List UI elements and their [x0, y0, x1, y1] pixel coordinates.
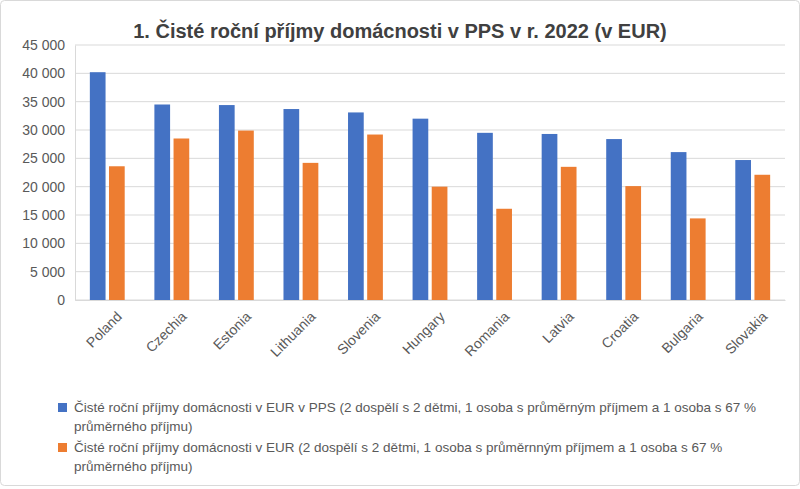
x-tick: Estonia — [210, 300, 254, 353]
x-tick-label: Latvia — [539, 308, 577, 346]
bar — [432, 187, 448, 300]
x-tick: Latvia — [539, 300, 577, 346]
bar — [413, 119, 429, 300]
bar — [671, 152, 687, 300]
bars — [90, 72, 770, 300]
x-tick-label: Poland — [83, 308, 125, 350]
x-tick: Lithuania — [267, 300, 319, 360]
y-tick-label: 35 000 — [22, 94, 65, 110]
bar — [238, 131, 254, 300]
x-tick: Poland — [83, 300, 125, 351]
bar — [606, 139, 622, 300]
bar — [625, 186, 641, 300]
grid-line — [75, 73, 785, 74]
chart-title: 1. Čisté roční příjmy domácnosti v PPS v… — [133, 19, 667, 42]
x-tick-label: Czechia — [142, 308, 189, 355]
x-tick: Czechia — [142, 300, 189, 355]
y-tick: 0 — [57, 292, 75, 308]
y-tick-label: 15 000 — [22, 207, 65, 223]
chart-frame — [1, 1, 800, 486]
x-tick: Slovenia — [334, 300, 383, 358]
grid-line — [75, 45, 785, 46]
bar — [348, 112, 364, 300]
bar — [219, 105, 235, 300]
y-tick: 30 000 — [22, 122, 75, 138]
bar — [90, 72, 106, 300]
y-tick: 10 000 — [22, 235, 75, 251]
x-tick-label: Hungary — [399, 308, 448, 357]
bar — [109, 166, 125, 300]
bar — [303, 163, 319, 300]
y-tick-label: 0 — [57, 292, 65, 308]
bar — [561, 167, 577, 300]
x-tick-label: Romania — [461, 308, 512, 359]
bar — [283, 109, 299, 300]
legend-item: Čisté roční příjmy domácnosti v EUR v PP… — [58, 398, 758, 436]
y-tick-label: 30 000 — [22, 122, 65, 138]
x-tick-label: Slovakia — [722, 308, 771, 357]
grid-line — [75, 130, 785, 131]
bar — [154, 105, 170, 301]
legend-label: Čisté roční příjmy domácnosti v EUR (2 d… — [74, 440, 722, 474]
y-tick-label: 45 000 — [22, 37, 65, 53]
y-tick: 45 000 — [22, 37, 75, 53]
x-tick-label: Lithuania — [267, 308, 319, 360]
legend-swatch — [58, 443, 67, 452]
grid-line — [75, 101, 785, 102]
y-tick: 40 000 — [22, 65, 75, 81]
y-tick: 5 000 — [30, 264, 75, 280]
x-tick: Bulgaria — [658, 300, 706, 356]
y-tick: 20 000 — [22, 179, 75, 195]
y-axis: 0 5 000 10 000 15 000 20 000 25 000 30 000 35 0… — [22, 37, 75, 308]
bar — [690, 218, 706, 300]
y-tick: 25 000 — [22, 150, 75, 166]
x-tick: Slovakia — [722, 300, 771, 357]
bar — [542, 134, 558, 300]
bar — [496, 209, 512, 300]
bar — [477, 133, 493, 300]
legend-item: Čisté roční příjmy domácnosti v EUR (2 d… — [58, 438, 758, 476]
y-tick: 35 000 — [22, 94, 75, 110]
bar — [754, 175, 770, 300]
x-tick: Croatia — [598, 300, 641, 352]
y-tick-label: 40 000 — [22, 65, 65, 81]
x-axis: Poland Czechia Estonia Lithuania Slovenia Hun… — [76, 300, 786, 360]
legend: Čisté roční příjmy domácnosti v EUR v PP… — [58, 398, 758, 478]
x-tick-label: Croatia — [598, 308, 641, 351]
series — [109, 131, 770, 300]
bar — [174, 139, 190, 301]
series — [90, 72, 751, 300]
y-tick-label: 25 000 — [22, 150, 65, 166]
x-tick: Romania — [461, 300, 512, 359]
y-axis-line — [75, 46, 76, 301]
y-tick-label: 20 000 — [22, 179, 65, 195]
bar — [367, 135, 383, 300]
x-tick: Hungary — [399, 300, 448, 357]
legend-swatch — [58, 403, 67, 412]
y-tick-label: 10 000 — [22, 235, 65, 251]
bar — [735, 160, 751, 300]
x-axis-line — [76, 300, 786, 301]
grid — [75, 45, 785, 300]
legend-label: Čisté roční příjmy domácnosti v EUR v PP… — [74, 400, 756, 434]
y-tick-label: 5 000 — [30, 264, 65, 280]
y-tick: 15 000 — [22, 207, 75, 223]
x-tick-label: Estonia — [210, 308, 254, 352]
x-tick-label: Bulgaria — [658, 308, 706, 356]
x-tick-label: Slovenia — [334, 308, 383, 357]
